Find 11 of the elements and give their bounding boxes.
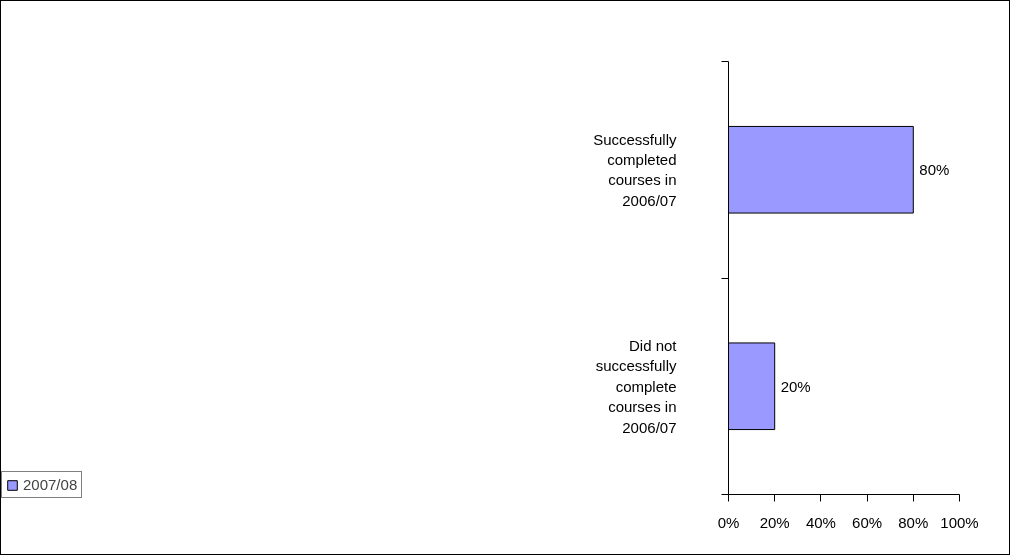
x-tick-label: 80%	[898, 513, 929, 531]
data-label: 20%	[780, 377, 811, 395]
x-tick-label: 60%	[852, 513, 883, 531]
x-tick-label: 40%	[805, 513, 836, 531]
x-tick-label: 20%	[759, 513, 790, 531]
y-tick-label: Successfully completed courses in 2006/07	[593, 130, 677, 209]
x-tick-label: 0%	[717, 513, 740, 531]
legend-label: 2007/08	[23, 476, 78, 493]
x-tick-label: 100%	[940, 513, 979, 531]
y-tick-label: Did not successfully complete courses in 2006/07	[595, 336, 678, 436]
data-label: 80%	[919, 161, 950, 179]
